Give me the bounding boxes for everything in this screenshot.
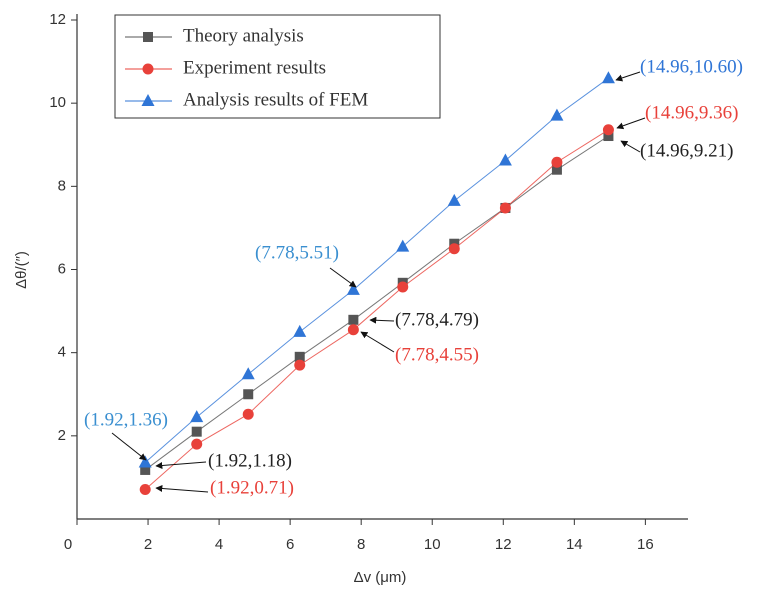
marker: [551, 164, 562, 175]
x-tick-label: 4: [215, 536, 223, 553]
marker: [142, 63, 154, 75]
marker: [294, 351, 305, 362]
marker: [551, 156, 563, 168]
marker: [498, 153, 512, 166]
marker: [448, 243, 460, 255]
marker: [241, 367, 255, 380]
marker: [397, 281, 409, 293]
annotation: (14.96,10.60): [640, 56, 743, 77]
x-tick-label: 10: [424, 536, 441, 553]
marker: [139, 483, 151, 495]
marker: [346, 282, 360, 295]
annotation: (14.96,9.21): [640, 140, 733, 161]
annotation-arrow: [360, 331, 395, 353]
legend-label: Experiment results: [183, 57, 326, 78]
x-tick-label: 8: [357, 536, 365, 553]
marker: [243, 389, 254, 400]
marker: [191, 438, 203, 450]
marker: [602, 124, 614, 136]
x-tick-label: 16: [637, 536, 654, 553]
x-tick-label: 12: [495, 536, 512, 553]
annotation-arrow: [329, 267, 357, 288]
annotation: (1.92,1.18): [208, 450, 292, 471]
legend: Theory analysis Experiment results Analysi…: [114, 14, 441, 119]
x-tick-label: 14: [566, 536, 583, 553]
marker: [347, 324, 359, 336]
marker: [191, 426, 202, 437]
x-tick-label: 0: [64, 536, 72, 553]
annotation: (14.96,9.36): [645, 102, 738, 123]
annotation-arrow: [111, 432, 147, 461]
marker: [140, 464, 151, 475]
marker: [190, 410, 204, 423]
marker: [550, 108, 564, 121]
y-axis-label: Δθ/(″): [13, 251, 30, 289]
marker: [396, 239, 410, 252]
y-tick-label: 12: [49, 11, 66, 28]
annotation-arrow: [369, 316, 395, 324]
marker: [601, 71, 615, 84]
y-tick-label: 2: [58, 427, 66, 444]
annotation: (7.78,4.79): [395, 309, 479, 330]
x-tick-label: 6: [286, 536, 294, 553]
marker: [242, 408, 254, 420]
x-axis-label: Δv (μm): [354, 569, 407, 586]
series-line: [144, 129, 609, 490]
marker: [294, 359, 306, 371]
annotation: (7.78,4.55): [395, 344, 479, 365]
annotation: (7.78,5.51): [255, 242, 339, 263]
marker: [138, 455, 152, 468]
marker: [143, 32, 153, 42]
y-tick-label: 6: [58, 260, 66, 277]
marker: [141, 94, 155, 106]
annotation-arrow: [616, 117, 646, 130]
annotation-arrow: [155, 461, 207, 469]
annotation-arrow: [155, 484, 209, 493]
y-tick-label: 8: [58, 177, 66, 194]
marker: [603, 131, 614, 142]
marker: [348, 314, 359, 325]
marker: [293, 324, 307, 337]
series-line: [144, 135, 609, 471]
x-tick-label: 2: [144, 536, 152, 553]
annotation-arrow: [615, 71, 641, 82]
series-line: [144, 77, 609, 463]
y-tick-label: 4: [58, 344, 66, 361]
y-tick-label: 10: [49, 94, 66, 111]
annotation: (1.92,1.36): [84, 409, 168, 430]
legend-label: Analysis results of FEM: [183, 89, 368, 110]
annotation-arrow: [620, 140, 641, 153]
marker: [499, 202, 511, 214]
annotation: (1.92,0.71): [210, 477, 294, 498]
marker: [447, 193, 461, 206]
legend-label: Theory analysis: [183, 25, 304, 46]
